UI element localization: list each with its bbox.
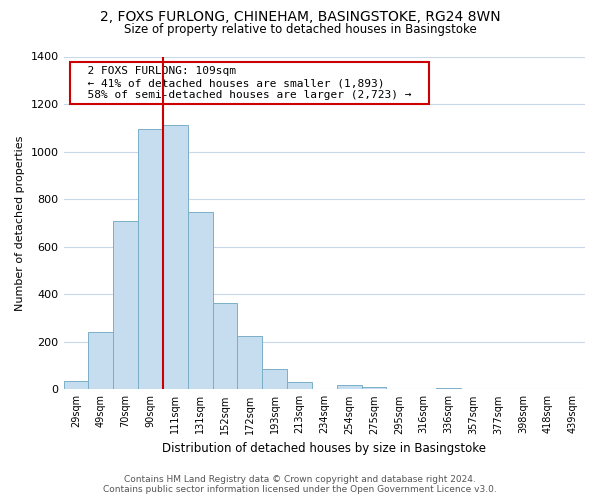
Bar (188, 212, 212, 390)
Bar (163, 126, 188, 390)
Text: Contains HM Land Registry data © Crown copyright and database right 2024.
Contai: Contains HM Land Registry data © Crown c… (103, 474, 497, 494)
Text: 2, FOXS FURLONG, CHINEHAM, BASINGSTOKE, RG24 8WN: 2, FOXS FURLONG, CHINEHAM, BASINGSTOKE, … (100, 10, 500, 24)
Bar (262, 369, 287, 390)
Bar (287, 382, 312, 390)
Bar (337, 384, 362, 390)
Bar (362, 387, 386, 390)
Text: Size of property relative to detached houses in Basingstoke: Size of property relative to detached ho… (124, 22, 476, 36)
Bar (212, 302, 238, 390)
Y-axis label: Number of detached properties: Number of detached properties (15, 135, 25, 310)
Bar (88, 332, 113, 390)
Bar (436, 388, 461, 390)
Bar (138, 129, 163, 390)
X-axis label: Distribution of detached houses by size in Basingstoke: Distribution of detached houses by size … (162, 442, 486, 455)
Bar (64, 381, 88, 390)
Text: 2 FOXS FURLONG: 109sqm
  ← 41% of detached houses are smaller (1,893)
  58% of s: 2 FOXS FURLONG: 109sqm ← 41% of detached… (74, 66, 425, 100)
Bar (113, 220, 138, 390)
Bar (238, 336, 262, 390)
